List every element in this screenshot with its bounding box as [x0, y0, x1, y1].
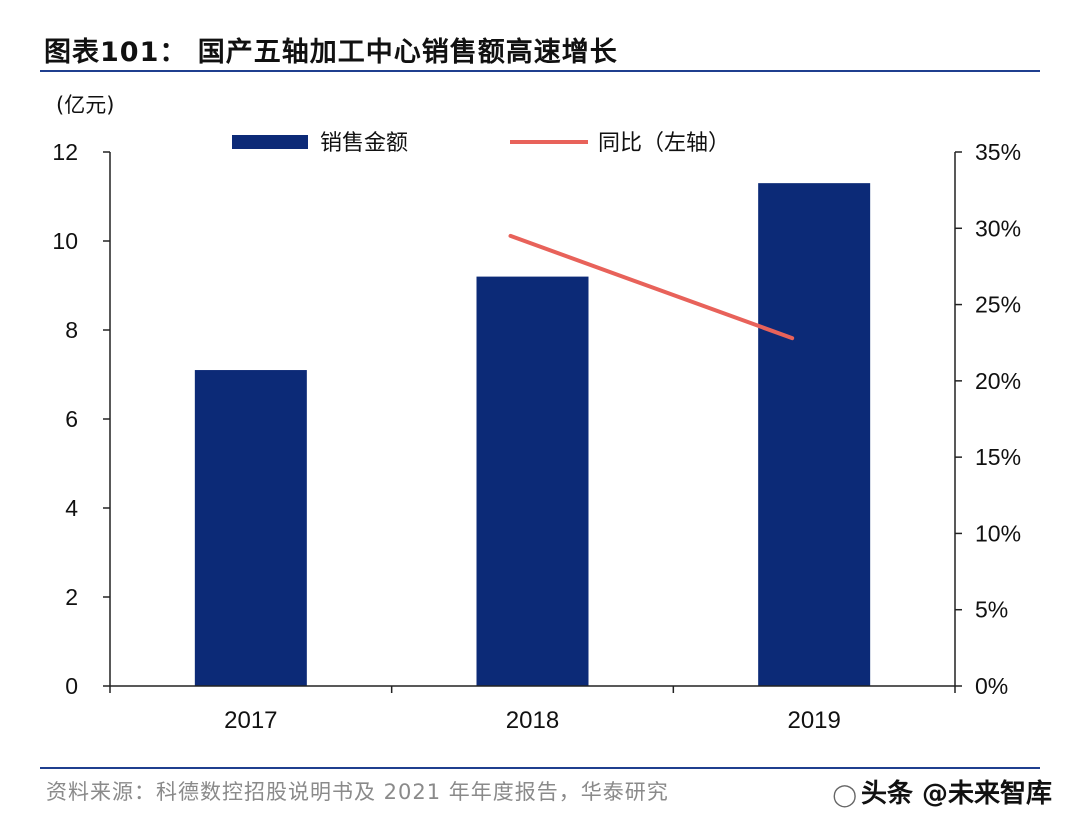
bar-2019 — [758, 183, 871, 686]
chart-title: 图表101： 国产五轴加工中心销售额高速增长 — [44, 37, 618, 68]
title-rule — [40, 70, 1040, 72]
y-right-tick-label: 30% — [975, 215, 1021, 241]
watermark-text: 头条 @未来智库 — [860, 779, 1052, 809]
legend-label-bar: 销售金额 — [320, 131, 408, 156]
y-left-tick-label: 6 — [65, 406, 78, 432]
y-left-tick-label: 4 — [65, 495, 78, 521]
legend-swatch-bar — [232, 135, 308, 149]
line-series-yoy — [508, 233, 795, 341]
y-right-tick-label: 0% — [975, 673, 1008, 699]
y-right-tick-label: 20% — [975, 368, 1021, 394]
y-right-tick-label: 15% — [975, 444, 1021, 470]
y-left-unit: (亿元) — [56, 93, 114, 117]
watermark: ◯ 头条 @未来智库 — [832, 773, 1052, 810]
x-tick-label: 2017 — [224, 707, 277, 734]
wechat-icon: ◯ — [832, 783, 857, 808]
x-tick-label: 2018 — [506, 707, 559, 734]
y-left-tick-label: 10 — [52, 228, 78, 254]
y-right-tick-label: 35% — [975, 139, 1021, 165]
bar-2018 — [476, 276, 589, 686]
y-left-tick-label: 2 — [65, 584, 78, 610]
legend-label-line: 同比（左轴） — [598, 131, 730, 156]
y-right-tick-label: 5% — [975, 597, 1008, 623]
bar-2017 — [194, 370, 307, 686]
x-tick-label: 2019 — [787, 707, 840, 734]
y-left-tick-label: 0 — [65, 673, 78, 699]
y-right-tick-label: 10% — [975, 520, 1021, 546]
source-note: 资料来源：科德数控招股说明书及 2021 年年度报告，华泰研究 — [46, 780, 669, 804]
y-right-tick-label: 25% — [975, 292, 1021, 318]
footer-rule — [40, 767, 1040, 769]
y-left-tick-label: 8 — [65, 317, 78, 343]
y-left-tick-label: 12 — [52, 139, 78, 165]
